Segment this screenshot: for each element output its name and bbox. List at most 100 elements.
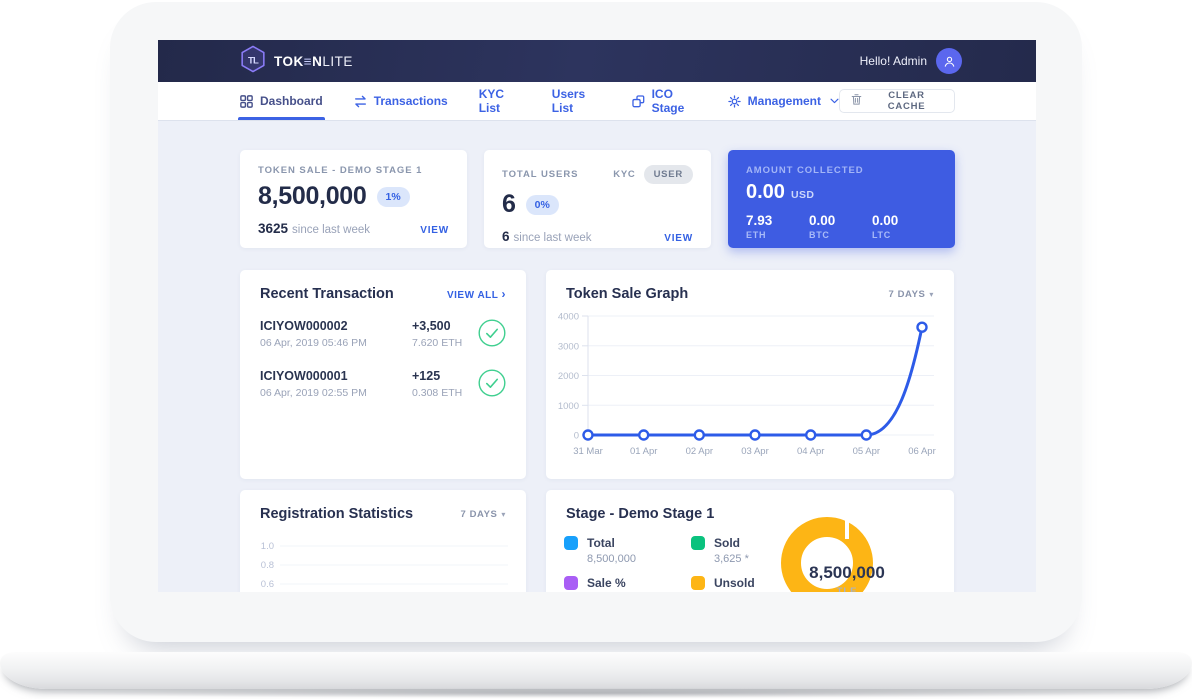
- registration-chart: 1.0 0.8 0.6: [240, 490, 526, 592]
- transaction-row: ICIYOW000002 06 Apr, 2019 05:46 PM +3,500 7…: [260, 319, 506, 352]
- svg-text:06 Apr: 06 Apr: [908, 446, 935, 457]
- legend-value: 3,625 *: [714, 553, 749, 565]
- transaction-date: 06 Apr, 2019 02:55 PM: [260, 387, 367, 399]
- legend-value: 8,500,000: [587, 553, 636, 565]
- transaction-eth: 7.620 ETH: [412, 337, 463, 349]
- tab-label: KYC List: [478, 87, 505, 115]
- navbar-right: Hello! Admin: [860, 48, 962, 74]
- user-avatar[interactable]: [936, 48, 962, 74]
- legend-label: Unsold: [714, 576, 755, 590]
- stage-gauge-notch: [845, 515, 849, 539]
- token-sale-line-chart: 0 1000 2000 3000 4000 31 Mar 01 Apr 02 Apr 03 Ap…: [546, 270, 954, 479]
- total-users-view-link[interactable]: VIEW: [664, 233, 693, 244]
- legend-swatch-sold: [691, 536, 705, 550]
- token-sale-graph-panel: 0 1000 2000 3000 4000 31 Mar 01 Apr 02 Apr 03 Ap…: [546, 270, 954, 479]
- legend-label: Total: [587, 536, 615, 550]
- stage-title: Stage - Demo Stage 1: [566, 506, 715, 522]
- person-icon: [944, 56, 954, 67]
- clear-cache-button[interactable]: CLEAR CACHE: [839, 89, 955, 113]
- gear-icon: [727, 94, 741, 108]
- recent-transactions-panel: Recent Transaction VIEW ALL › ICIYOW0000…: [240, 270, 526, 479]
- token-sale-card-title: TOKEN SALE - DEMO STAGE 1: [258, 165, 423, 176]
- token-sale-graph-title: Token Sale Graph: [566, 286, 689, 302]
- transaction-id: ICIYOW000002: [260, 319, 348, 333]
- svg-text:TL: TL: [248, 55, 259, 66]
- stage-gauge-unit: TLE: [836, 586, 858, 592]
- total-users-value: 6: [502, 190, 516, 218]
- sale-graph-range-dropdown[interactable]: 7 DAYS ▾: [888, 288, 934, 300]
- nav-tabbar: Dashboard Transactions KYC List Users List I…: [158, 82, 1036, 120]
- svg-text:03 Apr: 03 Apr: [741, 446, 768, 457]
- legend-item-sold: Sold 3,625 *: [691, 536, 755, 565]
- middle-panels-row: Recent Transaction VIEW ALL › ICIYOW0000…: [240, 270, 955, 479]
- tab-dashboard[interactable]: Dashboard: [238, 82, 325, 120]
- amount-collected-card: AMOUNT COLLECTED 0.00 USD 7.93 ETH 0.00 BTC…: [728, 150, 955, 248]
- total-users-percent-badge: 0%: [525, 194, 559, 215]
- transaction-row: ICIYOW000001 06 Apr, 2019 02:55 PM +125 0.3…: [260, 369, 506, 402]
- svg-text:04 Apr: 04 Apr: [797, 446, 824, 457]
- stage-legend: Total 8,500,000 Sold 3,625 * Sale % Unsold: [564, 536, 755, 592]
- brand-logo[interactable]: TL TOK≡NLITE: [240, 45, 353, 78]
- amount-collected-title: AMOUNT COLLECTED: [746, 165, 864, 176]
- legend-swatch-total: [564, 536, 578, 550]
- legend-item-sale: Sale %: [564, 576, 691, 592]
- legend-label: Sale %: [587, 576, 626, 590]
- tab-management[interactable]: Management: [727, 82, 839, 120]
- tab-label: ICO Stage: [651, 87, 685, 115]
- tab-label: Transactions: [373, 94, 448, 108]
- token-sale-percent-badge: 1%: [376, 186, 410, 207]
- check-circle-icon: [478, 319, 506, 352]
- cube-icon: [631, 94, 645, 108]
- transaction-id-block: ICIYOW000001 06 Apr, 2019 02:55 PM: [260, 369, 412, 399]
- bottom-panels-row: 1.0 0.8 0.6 Registration Statistics 7 DAYS…: [240, 490, 955, 592]
- token-sale-view-link[interactable]: VIEW: [420, 225, 449, 236]
- stage-panel: Stage - Demo Stage 1 Total 8,500,000 Sold 3…: [546, 490, 954, 592]
- transaction-date: 06 Apr, 2019 05:46 PM: [260, 337, 367, 349]
- legend-item-total: Total 8,500,000: [564, 536, 691, 565]
- stat-cards-row: TOKEN SALE - DEMO STAGE 1 8,500,000 1% 3…: [240, 150, 955, 248]
- amount-usd-unit: USD: [790, 189, 815, 201]
- legend-swatch-unsold: [691, 576, 705, 590]
- svg-text:05 Apr: 05 Apr: [853, 446, 880, 457]
- svg-text:01 Apr: 01 Apr: [630, 446, 657, 457]
- transactions-list: ICIYOW000002 06 Apr, 2019 05:46 PM +3,500 7…: [240, 319, 526, 402]
- transaction-eth: 0.308 ETH: [412, 387, 463, 399]
- toggle-kyc-option[interactable]: KYC: [613, 169, 636, 180]
- transaction-amount-block: +3,500 7.620 ETH: [412, 319, 478, 349]
- tab-label: Users List: [551, 87, 586, 115]
- legend-item-unsold: Unsold: [691, 576, 755, 592]
- tab-transactions[interactable]: Transactions: [354, 82, 448, 120]
- tab-users-list[interactable]: Users List: [552, 82, 601, 120]
- view-all-link[interactable]: VIEW ALL ›: [446, 287, 506, 301]
- top-navbar: TL TOK≡NLITE Hello! Admin: [158, 40, 1036, 82]
- recent-transactions-title: Recent Transaction: [260, 286, 394, 302]
- transaction-amount-block: +125 0.308 ETH: [412, 369, 478, 399]
- registration-statistics-panel: 1.0 0.8 0.6 Registration Statistics 7 DAYS…: [240, 490, 526, 592]
- coin-amount-ltc: 0.00 LTC: [872, 213, 899, 240]
- svg-text:0.6: 0.6: [261, 579, 274, 590]
- total-users-delta: 6 since last week: [502, 229, 592, 244]
- stage-gauge-value: 8,500,000: [809, 563, 885, 582]
- coin-amount-eth: 7.93 ETH: [746, 213, 773, 240]
- swap-icon: [354, 95, 367, 108]
- brand-wordmark: TOK≡NLITE: [274, 53, 353, 69]
- transaction-id: ICIYOW000001: [260, 369, 348, 383]
- tab-ico-stage[interactable]: ICO Stage: [631, 82, 697, 120]
- total-users-card-title: TOTAL USERS: [502, 169, 579, 180]
- app-window: TL TOK≡NLITE Hello! Admin Dashboard Trans…: [158, 40, 1036, 592]
- svg-text:02 Apr: 02 Apr: [686, 446, 713, 457]
- stage-gauge-center: 8,500,000 TLE: [767, 563, 927, 592]
- check-circle-icon: [478, 369, 506, 402]
- toggle-user-option[interactable]: USER: [643, 165, 693, 184]
- svg-text:0.8: 0.8: [261, 560, 274, 571]
- grid-icon: [240, 94, 253, 108]
- transaction-id-block: ICIYOW000002 06 Apr, 2019 05:46 PM: [260, 319, 412, 349]
- svg-text:1.0: 1.0: [261, 541, 274, 552]
- token-sale-card: TOKEN SALE - DEMO STAGE 1 8,500,000 1% 3…: [240, 150, 467, 248]
- svg-text:31 Mar: 31 Mar: [573, 446, 603, 457]
- chevron-down-icon: [830, 98, 839, 104]
- registration-range-dropdown[interactable]: 7 DAYS ▾: [460, 508, 506, 520]
- svg-text:1000: 1000: [558, 401, 579, 412]
- tab-kyc-list[interactable]: KYC List: [479, 82, 521, 120]
